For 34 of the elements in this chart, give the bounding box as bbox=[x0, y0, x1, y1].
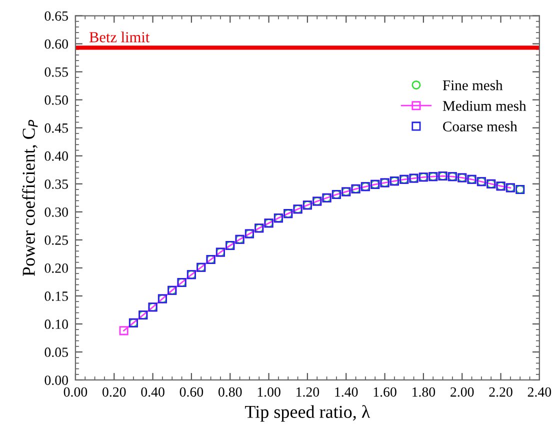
x-tick-label: 1.00 bbox=[258, 387, 280, 397]
x-tick-label: 1.20 bbox=[296, 387, 320, 397]
y-tick-label: 0.35 bbox=[44, 179, 68, 189]
x-tick-label: 0.40 bbox=[141, 387, 164, 397]
x-tick-label: 0.20 bbox=[102, 387, 126, 397]
legend-label: Fine mesh bbox=[442, 80, 503, 90]
x-tick-label: 1.40 bbox=[335, 387, 358, 397]
y-tick-label: 0.20 bbox=[44, 264, 68, 273]
x-tick-label: 1.80 bbox=[412, 387, 436, 397]
x-tick-label: 2.00 bbox=[450, 387, 474, 397]
y-tick-label: 0.00 bbox=[44, 376, 68, 386]
legend-label: Coarse mesh bbox=[443, 121, 518, 132]
y-tick-label: 0.25 bbox=[44, 235, 68, 245]
ref-line-label: Betz limit bbox=[89, 32, 150, 42]
y-tick-label: 0.50 bbox=[44, 95, 68, 105]
x-tick-label: 2.40 bbox=[528, 387, 552, 397]
x-tick-label: 0.00 bbox=[64, 387, 88, 397]
x-tick-label: 0.80 bbox=[218, 387, 242, 397]
y-tick-label: 0.65 bbox=[44, 11, 68, 21]
y-tick-label: 0.45 bbox=[44, 123, 68, 133]
y-tick-label: 0.55 bbox=[44, 67, 68, 77]
y-tick-label: 0.05 bbox=[44, 348, 68, 357]
y-tick-label: 0.40 bbox=[44, 151, 68, 161]
y-tick-label: 0.10 bbox=[44, 320, 68, 329]
legend-label: Medium mesh bbox=[442, 100, 526, 111]
y-tick-label: 0.15 bbox=[44, 292, 68, 301]
x-tick-label: 1.60 bbox=[374, 387, 396, 397]
y-axis-title: Power coefficient, C$_{P}$ bbox=[22, 120, 38, 276]
y-tick-label: 0.30 bbox=[44, 207, 68, 217]
x-tick-label: 2.20 bbox=[489, 387, 512, 397]
x-axis-title: Tip speed ratio, λ bbox=[245, 405, 370, 422]
y-tick-label: 0.60 bbox=[44, 39, 68, 49]
point bbox=[119, 326, 128, 336]
x-tick-label: 0.60 bbox=[180, 387, 204, 397]
